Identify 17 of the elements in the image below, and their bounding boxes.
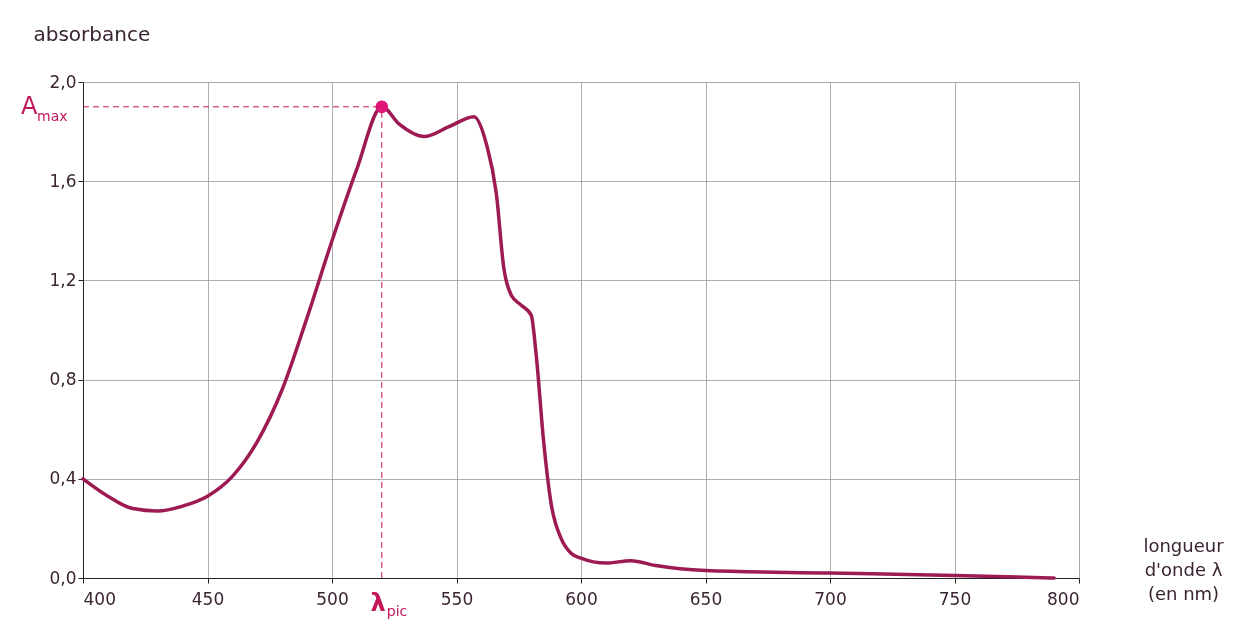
x-tick-label: 500 xyxy=(316,588,349,609)
y-tick-label: 1,6 xyxy=(49,170,77,191)
y-axis-title: absorbance xyxy=(33,21,151,46)
y-tick-label: 0,4 xyxy=(49,468,77,489)
x-tick-label: 700 xyxy=(814,588,847,609)
x-tick-label: 600 xyxy=(565,588,598,609)
x-tick-label: 750 xyxy=(938,588,972,609)
x-tick-label: 650 xyxy=(689,588,723,609)
y-tick-label: 0,8 xyxy=(49,369,77,390)
x-tick-label: 800 xyxy=(1047,588,1080,609)
x-tick-label: 550 xyxy=(440,588,474,609)
y-tick-label: 0,0 xyxy=(49,567,77,588)
x-axis-title: longueur d'onde λ (en nm) xyxy=(1143,534,1225,604)
x-tick-label: 400 xyxy=(83,588,116,609)
x-tick-label: 450 xyxy=(191,588,225,609)
y-tick-label: 2,0 xyxy=(49,71,77,92)
y-tick-label: 1,2 xyxy=(49,269,77,290)
